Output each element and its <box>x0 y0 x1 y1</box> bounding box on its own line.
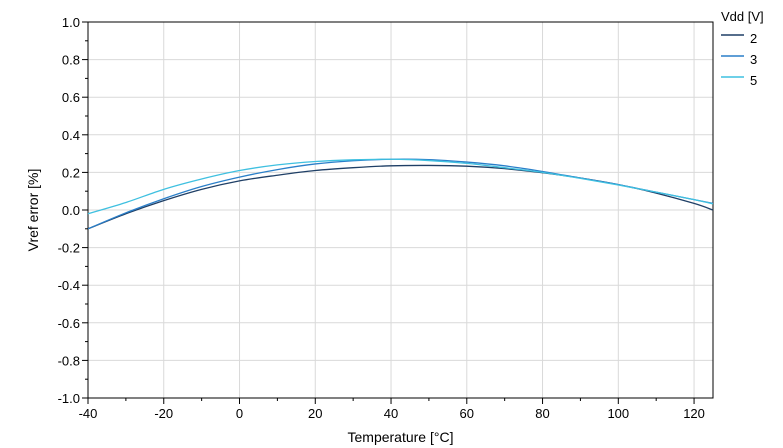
y-axis-label: Vref error [%] <box>25 169 41 252</box>
x-tick-label: 20 <box>308 406 322 421</box>
legend: Vdd [V] 2 3 5 <box>721 9 764 88</box>
y-tick-label: 0.0 <box>62 203 80 218</box>
series-lines <box>87 158 714 230</box>
y-tick-label: 0.8 <box>62 53 80 68</box>
series-line-5 <box>87 158 714 215</box>
x-tick-label: 60 <box>460 406 474 421</box>
x-tick-label: 40 <box>384 406 398 421</box>
y-tick-label: -0.4 <box>58 278 80 293</box>
legend-label-3: 3 <box>750 52 757 67</box>
series-line-3 <box>87 158 714 230</box>
x-axis-ticks: -40 -20 0 20 40 60 80 100 120 <box>79 398 705 421</box>
grid <box>88 22 713 398</box>
y-tick-label: -1.0 <box>58 391 80 406</box>
y-tick-label: 1.0 <box>62 15 80 30</box>
x-tick-label: 0 <box>236 406 243 421</box>
x-tick-label: -20 <box>154 406 173 421</box>
y-tick-label: -0.8 <box>58 353 80 368</box>
x-tick-label: -40 <box>79 406 98 421</box>
y-tick-label: 0.2 <box>62 165 80 180</box>
y-axis-ticks: -1.0 -0.8 -0.6 -0.4 -0.2 0.0 0.2 0.4 0.6 0.8 1.0 <box>58 15 88 406</box>
legend-title: Vdd [V] <box>721 9 764 24</box>
x-tick-label: 100 <box>607 406 629 421</box>
x-tick-label: 80 <box>535 406 549 421</box>
y-tick-label: -0.6 <box>58 316 80 331</box>
x-axis-label: Temperature [°C] <box>348 429 454 445</box>
y-tick-label: 0.6 <box>62 90 80 105</box>
y-tick-label: -0.2 <box>58 241 80 256</box>
legend-label-5: 5 <box>750 73 757 88</box>
y-tick-label: 0.4 <box>62 128 80 143</box>
legend-label-2: 2 <box>750 31 757 46</box>
x-tick-label: 120 <box>683 406 705 421</box>
series-line-2 <box>87 164 714 230</box>
